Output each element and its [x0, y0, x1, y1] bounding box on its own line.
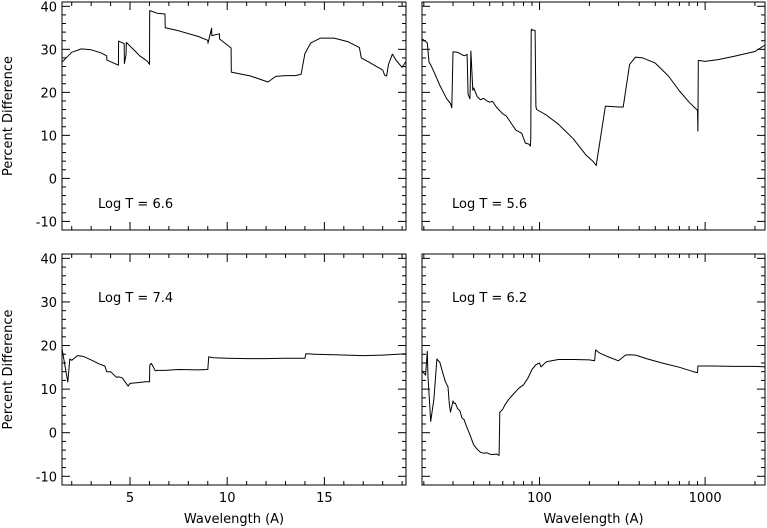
series-line: [421, 28, 766, 166]
y-tick-label: -10: [36, 470, 57, 485]
y-tick-label: 30: [40, 296, 57, 311]
y-tick-label: -10: [36, 215, 57, 230]
plot-frame: [61, 1, 407, 231]
series-line: [61, 10, 407, 83]
series-line: [61, 348, 407, 387]
panel-top-left: -10 0 10 20 30 40 Percent Difference Log T = 6.…: [1, 0, 407, 231]
temperature-annotation: Log T = 7.4: [98, 291, 173, 306]
temperature-annotation: Log T = 6.2: [452, 291, 527, 306]
x-tick-label: 15: [316, 491, 333, 506]
x-tick-label: 100: [527, 491, 552, 506]
y-tick-label: 10: [40, 383, 57, 398]
panel-top-right: Log T = 5.6: [421, 1, 766, 231]
y-tick-label: 20: [40, 340, 57, 355]
y-axis-title: Percent Difference: [1, 56, 16, 176]
plot-frame: [421, 1, 766, 231]
plot-frame: [61, 253, 407, 486]
y-tick-label: 40: [40, 0, 57, 15]
y-axis-title: Percent Difference: [1, 309, 16, 429]
y-tick-label: 0: [49, 172, 57, 187]
x-axis-title: Wavelength (A): [184, 512, 284, 527]
panel-bottom-left: -10 0 10 20 30 40 5 10 15 Percent Difference Wavel…: [1, 252, 407, 527]
y-tick-label: 40: [40, 252, 57, 267]
y-tick-label: 0: [49, 427, 57, 442]
temperature-annotation: Log T = 6.6: [98, 197, 173, 212]
x-tick-label: 1000: [689, 491, 722, 506]
series-line: [421, 349, 766, 456]
y-tick-label: 20: [40, 86, 57, 101]
y-tick-label: 30: [40, 43, 57, 58]
temperature-annotation: Log T = 5.6: [452, 197, 527, 212]
plot-frame: [421, 253, 766, 486]
panel-bottom-right: 100 1000 Wavelength (A) Log T = 6.2: [421, 253, 766, 527]
x-tick-label: 10: [219, 491, 236, 506]
x-axis-title: Wavelength (A): [543, 512, 643, 527]
x-tick-label: 5: [126, 491, 134, 506]
y-tick-label: 10: [40, 129, 57, 144]
